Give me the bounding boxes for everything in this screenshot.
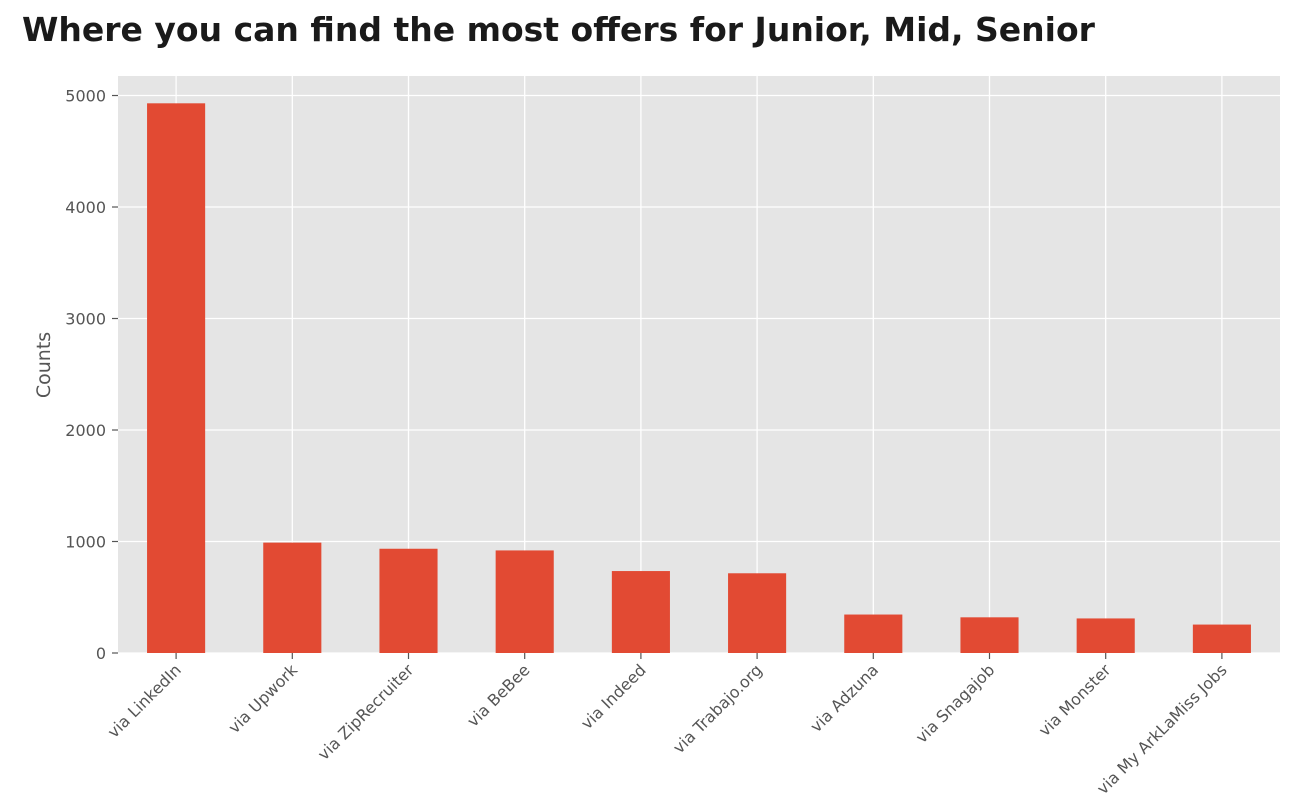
chart-title: Where you can find the most offers for J… bbox=[22, 10, 1095, 49]
x-tick-label: via BeBee bbox=[463, 660, 533, 730]
bar bbox=[495, 550, 554, 653]
bar bbox=[1192, 624, 1251, 653]
bar bbox=[611, 571, 670, 653]
x-tick-label: via Indeed bbox=[577, 660, 650, 733]
y-tick-label: 4000 bbox=[65, 198, 106, 217]
x-tick-label: via Trabajo.org bbox=[669, 660, 766, 757]
y-tick-label: 2000 bbox=[65, 421, 106, 440]
bar bbox=[147, 103, 206, 654]
bar bbox=[1076, 618, 1135, 653]
x-axis: via LinkedIn via Upwork via ZipRecruiter vi… bbox=[104, 653, 1231, 798]
x-tick-label: via ZipRecruiter bbox=[314, 660, 418, 764]
bars bbox=[147, 103, 1251, 654]
bar bbox=[728, 573, 787, 653]
x-tick-label: via LinkedIn bbox=[104, 660, 185, 741]
bar bbox=[379, 548, 438, 653]
x-tick-label: via Adzuna bbox=[806, 660, 882, 736]
bar bbox=[263, 542, 322, 653]
y-tick-label: 3000 bbox=[65, 310, 106, 329]
x-tick-label: via Upwork bbox=[224, 660, 301, 737]
x-tick-label: via Monster bbox=[1035, 660, 1115, 740]
y-tick-label: 1000 bbox=[65, 533, 106, 552]
x-tick-label: via My ArkLaMiss Jobs bbox=[1093, 660, 1231, 798]
y-axis: 0 1000 2000 3000 4000 5000 bbox=[65, 87, 118, 663]
bar bbox=[960, 617, 1019, 653]
y-tick-label: 5000 bbox=[65, 87, 106, 106]
y-axis-label: Counts bbox=[33, 332, 55, 398]
bar bbox=[844, 614, 903, 653]
x-tick-label: via Snagajob bbox=[912, 660, 998, 746]
y-tick-label: 0 bbox=[96, 644, 106, 663]
